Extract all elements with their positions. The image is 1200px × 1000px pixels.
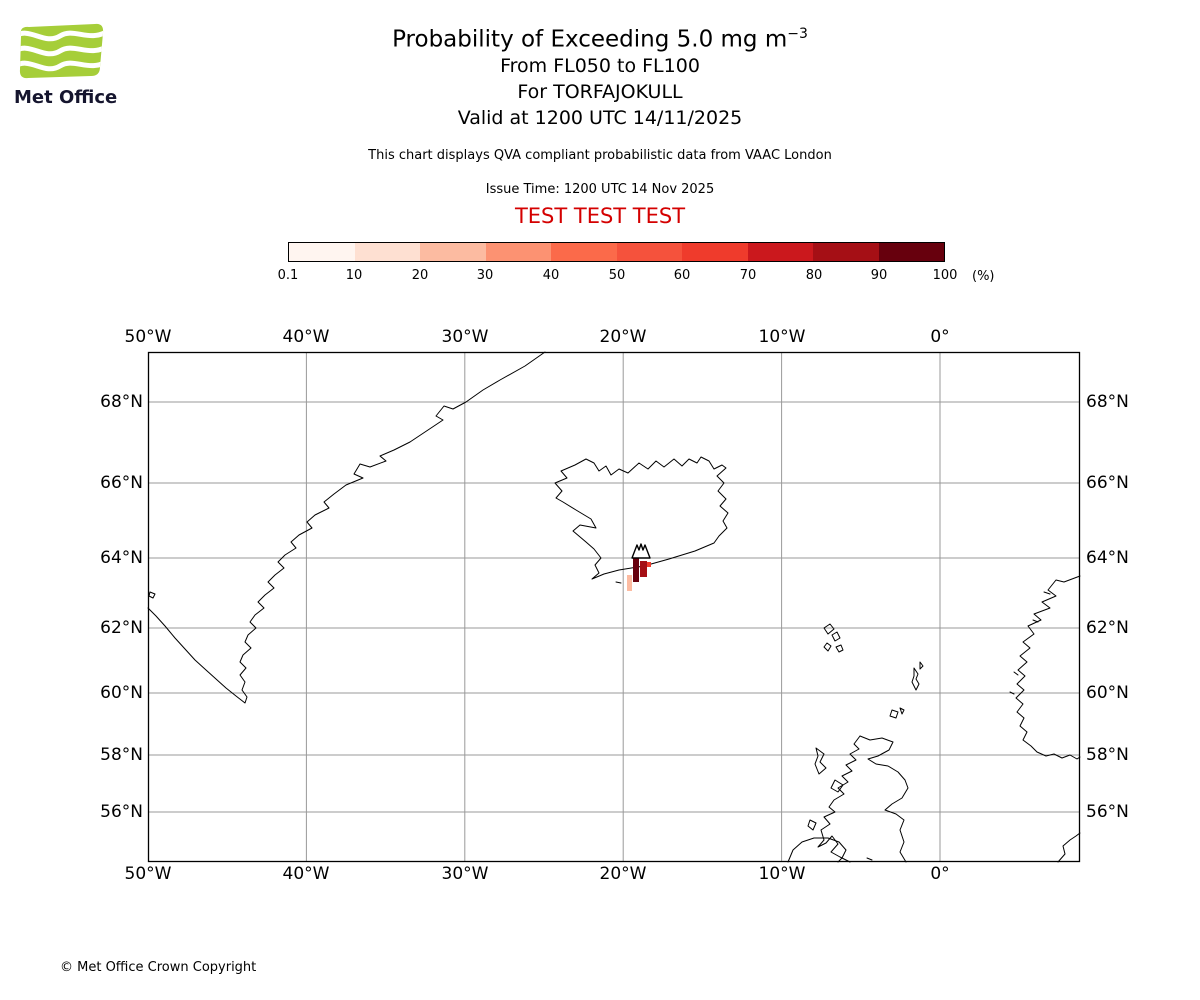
colorbar-segment (682, 243, 748, 261)
lat-label-right: 60°N (1086, 683, 1129, 703)
colorbar-tick: 60 (673, 268, 691, 283)
lon-label-bottom: 20°W (599, 864, 647, 884)
lat-label-left: 62°N (100, 618, 143, 638)
colorbar-tick: 100 (932, 268, 958, 283)
colorbar-segment (289, 243, 355, 261)
lat-label-left: 56°N (100, 802, 143, 822)
prob-cell-90-100 (633, 558, 639, 582)
scotland-west-coastline (817, 735, 861, 863)
chart-title: Probability of Exceeding 5.0 mg m−3 (0, 26, 1200, 53)
met-office-logo: Met Office (14, 22, 132, 108)
lon-label-bottom: 0° (930, 864, 950, 884)
lat-label-left: 68°N (100, 392, 143, 412)
colorbar-tick: 90 (870, 268, 888, 283)
chart-description: This chart displays QVA compliant probab… (368, 147, 832, 163)
copyright-notice: © Met Office Crown Copyright (60, 960, 257, 975)
lon-label-bottom: 40°W (282, 864, 330, 884)
colorbar-tick: 20 (411, 268, 429, 283)
colorbar-tick: 50 (608, 268, 626, 283)
colorbar-tick: 80 (805, 268, 823, 283)
hebrides-islands (807, 747, 873, 861)
northern-ireland-coastline (787, 837, 847, 863)
volcano-marker (631, 543, 651, 559)
colorbar-segment (485, 243, 551, 261)
valid-time-line: Valid at 1200 UTC 14/11/2025 (457, 106, 743, 129)
probability-cells (627, 558, 651, 591)
vestmannaeyjar-island (615, 581, 622, 584)
met-office-logo-text: Met Office (14, 87, 118, 108)
colorbar-unit-label: (%) (972, 269, 995, 284)
colorbar-tick: 0.1 (277, 268, 299, 283)
faroe-islands (823, 623, 844, 653)
prob-cell-60-70 (647, 562, 651, 567)
lat-label-right: 58°N (1086, 745, 1129, 765)
prob-cell-20-30 (627, 575, 632, 591)
lon-label-top: 10°W (758, 327, 806, 347)
met-office-logo-mark (19, 23, 104, 79)
colorbar-segment (551, 243, 617, 261)
lat-label-left: 66°N (100, 473, 143, 493)
chart-title-exponent: −3 (787, 26, 808, 42)
grid-lines (148, 352, 1080, 862)
flight-level-range: From FL050 to FL100 (500, 54, 700, 77)
colorbar-tick: 70 (739, 268, 757, 283)
colorbar-segment (354, 243, 420, 261)
volcano-name-line: For TORFAJOKULL (517, 80, 683, 103)
colorbar-segment (616, 243, 682, 261)
shetland-islands (911, 661, 924, 691)
colorbar-segment (420, 243, 486, 261)
lat-label-left: 58°N (100, 745, 143, 765)
lon-label-top: 20°W (599, 327, 647, 347)
chart-title-text: Probability of Exceeding 5.0 mg m (392, 26, 788, 53)
probability-colorbar (288, 242, 945, 262)
greenland-coastline (147, 351, 546, 704)
lat-label-right: 66°N (1086, 473, 1129, 493)
colorbar-segment (878, 243, 944, 261)
colorbar-tick: 40 (542, 268, 560, 283)
lon-label-bottom: 30°W (441, 864, 489, 884)
iceland-coastline (554, 456, 729, 580)
lat-label-left: 60°N (100, 683, 143, 703)
lat-label-right: 68°N (1086, 392, 1129, 412)
lat-label-right: 56°N (1086, 802, 1129, 822)
scotland-east-coastline (859, 735, 909, 863)
coastlines (147, 351, 1081, 863)
colorbar-tick: 30 (476, 268, 494, 283)
orkney-islands (889, 707, 905, 719)
greenland-offshore-island (148, 591, 156, 599)
header: Probability of Exceeding 5.0 mg m−3 From… (0, 26, 1200, 228)
lon-label-bottom: 50°W (124, 864, 172, 884)
norway-coastline (1015, 575, 1081, 760)
denmark-coastline (1057, 832, 1081, 863)
lon-label-top: 40°W (282, 327, 330, 347)
map-canvas (147, 351, 1081, 863)
issue-time: Issue Time: 1200 UTC 14 Nov 2025 (485, 181, 715, 197)
lon-label-top: 30°W (441, 327, 489, 347)
prob-cell-80-90 (640, 561, 647, 577)
lon-label-bottom: 10°W (758, 864, 806, 884)
norway-skerry-islands (1009, 591, 1051, 695)
colorbar-tick: 10 (345, 268, 363, 283)
lat-label-left: 64°N (100, 548, 143, 568)
colorbar-segment (813, 243, 879, 261)
lat-label-right: 62°N (1086, 618, 1129, 638)
test-banner: TEST TEST TEST (514, 203, 686, 228)
colorbar-segment (747, 243, 813, 261)
map-frame (147, 351, 1081, 863)
lat-label-right: 64°N (1086, 548, 1129, 568)
lon-label-top: 50°W (124, 327, 172, 347)
lon-label-top: 0° (930, 327, 950, 347)
